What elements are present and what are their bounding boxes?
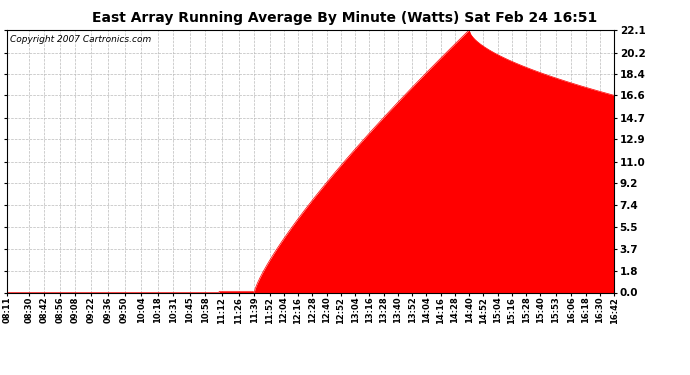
Text: Copyright 2007 Cartronics.com: Copyright 2007 Cartronics.com — [10, 35, 151, 44]
Text: East Array Running Average By Minute (Watts) Sat Feb 24 16:51: East Array Running Average By Minute (Wa… — [92, 11, 598, 25]
